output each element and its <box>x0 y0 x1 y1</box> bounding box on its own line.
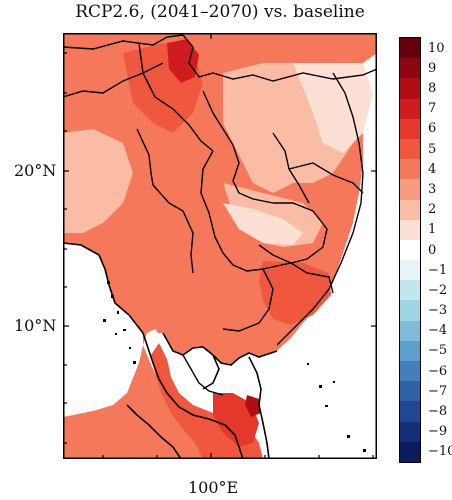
colorbar-segment <box>400 159 420 180</box>
andaman-sea <box>63 243 143 417</box>
map-panel <box>63 33 377 459</box>
map-title: RCP2.6, (2041–2070) vs. baseline <box>75 2 365 22</box>
colorbar-segment <box>400 361 420 382</box>
colorbar-tick-label: 2 <box>428 202 437 218</box>
colorbar-segment <box>400 98 420 120</box>
colorbar-tick-label: 7 <box>428 101 437 117</box>
pale-zone-laos <box>223 203 303 245</box>
colorbar-segment <box>400 441 420 463</box>
colorbar-segment <box>400 260 420 281</box>
colorbar-segment <box>400 239 420 261</box>
country-borders <box>63 34 377 396</box>
colorbar-tick-label: −6 <box>428 363 448 379</box>
colorbar-segment <box>400 38 420 59</box>
y-tick-label-20n: 20°N <box>14 161 57 180</box>
colorbar-tick-label: −8 <box>428 404 448 420</box>
hotspot-malaysia <box>245 395 261 417</box>
map-border <box>63 33 377 459</box>
light-zone-east <box>293 63 373 153</box>
hotspot-north <box>167 39 199 83</box>
colorbar-segment <box>400 280 420 301</box>
light-zone-west <box>63 129 133 233</box>
colorbar-tick-label: −3 <box>428 303 448 319</box>
coastlines <box>63 242 278 459</box>
colorbar-tick-label: 8 <box>428 80 437 96</box>
colorbar-segment <box>400 138 420 160</box>
colorbar-segment <box>400 58 420 79</box>
colorbar-tick-label: 4 <box>428 161 437 177</box>
colorbar-tick-label: 10 <box>428 40 445 56</box>
colorbar-segment <box>400 300 420 322</box>
colorbar-segment <box>400 199 420 221</box>
colorbar-segment <box>400 118 420 140</box>
colorbar-tick-label: 3 <box>428 181 437 197</box>
south-china-sea <box>259 193 377 459</box>
axis-ticks <box>63 33 377 459</box>
colorbar-tick-label: 1 <box>428 222 437 238</box>
colorbar-tick-label: 5 <box>428 141 437 157</box>
colorbar-tick-label: −2 <box>428 282 448 298</box>
colorbar-segment <box>400 381 420 402</box>
colorbar-tick-label: −10 <box>428 444 452 460</box>
colorbar-segment <box>400 78 420 100</box>
sumatra <box>127 395 195 459</box>
colorbar-tick-label: 9 <box>428 60 437 76</box>
coastal-islands <box>103 281 366 452</box>
y-tick-label-10n: 10°N <box>14 316 57 335</box>
colorbar-tick-label: 6 <box>428 121 437 137</box>
colorbar-segment <box>400 320 420 342</box>
colorbar-segment <box>400 401 420 423</box>
colorbar-segment <box>400 219 420 241</box>
colorbar-tick-label: −9 <box>428 424 448 440</box>
colorbar-tick-label: −4 <box>428 323 448 339</box>
colorbar-tick-label: −7 <box>428 383 448 399</box>
colorbar-segment <box>400 179 420 201</box>
colorbar-tick-label: 0 <box>428 242 437 258</box>
colorbar-tick-label: −5 <box>428 343 448 359</box>
x-tick-label-100e: 100°E <box>188 478 239 497</box>
colorbar-segment <box>400 340 420 362</box>
colorbar-tick-label: −1 <box>428 262 448 278</box>
colorbar-segment <box>400 421 420 443</box>
colorbar <box>399 37 421 463</box>
